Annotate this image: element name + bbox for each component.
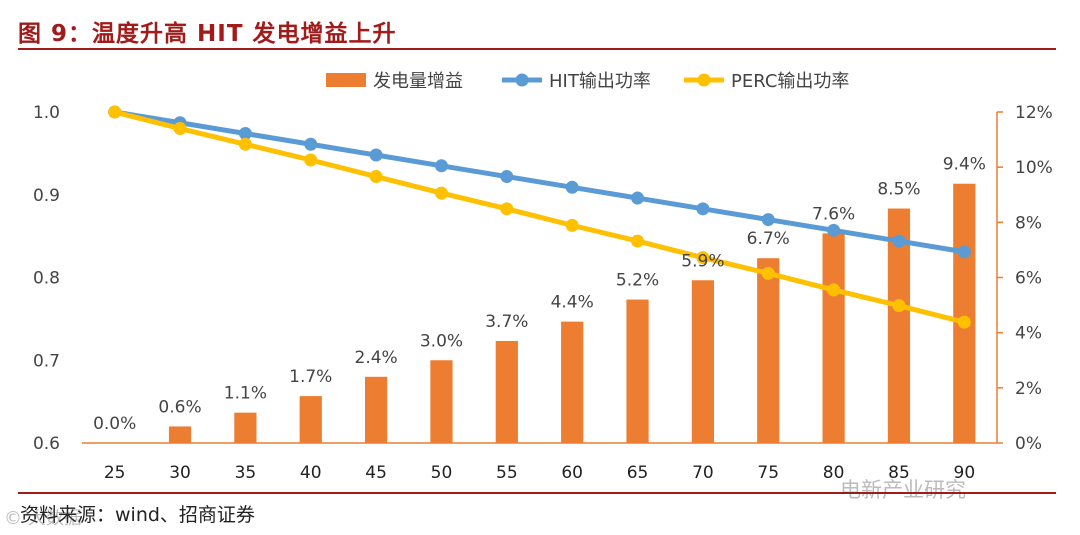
hit-line bbox=[112, 109, 967, 255]
hit-point bbox=[369, 148, 383, 162]
hit-point bbox=[238, 127, 252, 141]
x-tick-label: 75 bbox=[757, 463, 779, 483]
bar-gain bbox=[822, 233, 845, 443]
y-right-tick-label: 8% bbox=[1015, 213, 1042, 233]
legend-hit-marker bbox=[515, 73, 529, 87]
bar-data-label: 5.2% bbox=[616, 271, 659, 291]
x-tick-label: 55 bbox=[496, 463, 518, 483]
perc-point bbox=[304, 153, 318, 167]
bar-gain bbox=[168, 426, 192, 443]
watermark-right: 电新产业研究 bbox=[840, 478, 966, 502]
bar-gain bbox=[299, 396, 322, 443]
bar-data-label: 2.4% bbox=[355, 348, 398, 368]
x-tick-label: 70 bbox=[692, 463, 714, 483]
perc-point bbox=[761, 266, 775, 280]
y-right-tick-label: 2% bbox=[1015, 379, 1042, 399]
bar-gain bbox=[887, 208, 911, 443]
source-rule bbox=[18, 492, 1056, 494]
watermark-left: © 大数据 bbox=[4, 508, 82, 529]
x-tick-label: 80 bbox=[823, 463, 845, 483]
perc-line bbox=[112, 109, 967, 325]
perc-point bbox=[957, 315, 971, 329]
bar-gain bbox=[953, 183, 976, 443]
perc-point bbox=[500, 202, 514, 216]
y-left-tick-label: 0.6 bbox=[33, 434, 60, 454]
hit-point bbox=[631, 191, 645, 205]
hit-point bbox=[500, 170, 514, 184]
hit-point bbox=[892, 234, 906, 248]
x-tick-label: 35 bbox=[235, 463, 257, 483]
perc-point bbox=[631, 234, 645, 248]
y-left-tick-label: 0.9 bbox=[33, 186, 60, 206]
bar-data-label: 0.0% bbox=[93, 414, 136, 434]
perc-point bbox=[434, 186, 448, 200]
x-tick-label: 50 bbox=[431, 463, 453, 483]
y-right-tick-label: 6% bbox=[1015, 269, 1042, 289]
perc-point bbox=[108, 105, 122, 119]
bar-data-label: 4.4% bbox=[551, 293, 594, 313]
bar-data-label: 5.9% bbox=[681, 251, 724, 271]
bar-data-label: 7.6% bbox=[812, 204, 855, 224]
hit-point bbox=[761, 213, 775, 227]
bar-data-label: 1.1% bbox=[224, 384, 267, 404]
y-left-tick-label: 1.0 bbox=[33, 103, 60, 123]
bar-data-label: 3.7% bbox=[485, 312, 528, 332]
y-right-tick-label: 12% bbox=[1015, 103, 1053, 123]
perc-point bbox=[238, 137, 252, 151]
bar-data-label: 0.6% bbox=[158, 397, 201, 417]
legend-perc-marker bbox=[697, 73, 711, 87]
bar-gain bbox=[691, 280, 715, 443]
hit-point bbox=[696, 202, 710, 216]
hit-point bbox=[434, 159, 448, 173]
bar-data-label: 9.4% bbox=[943, 155, 986, 175]
hit-point bbox=[957, 245, 971, 259]
legend-hit-label: HIT输出功率 bbox=[549, 71, 651, 92]
x-tick-label: 85 bbox=[888, 463, 910, 483]
bar-data-label: 8.5% bbox=[877, 180, 920, 200]
bar-data-label: 6.7% bbox=[747, 229, 790, 249]
hit-point bbox=[565, 180, 579, 194]
x-tick-label: 40 bbox=[300, 463, 322, 483]
bar-gain bbox=[364, 376, 388, 443]
bar-gain bbox=[626, 299, 649, 443]
bar-data-label: 1.7% bbox=[289, 367, 332, 387]
y-right-tick-label: 0% bbox=[1015, 434, 1042, 454]
perc-point bbox=[173, 122, 187, 136]
bar-gain bbox=[430, 360, 453, 443]
legend-gain-swatch bbox=[326, 73, 366, 87]
figure-title: 图 9：温度升高 HIT 发电增益上升 bbox=[18, 21, 397, 47]
title-rule bbox=[18, 48, 1056, 50]
source-note: 资料来源：wind、招商证券 bbox=[20, 504, 255, 526]
perc-point bbox=[892, 299, 906, 313]
bar-gain bbox=[561, 321, 584, 443]
y-left-tick-label: 0.8 bbox=[33, 269, 60, 289]
perc-point bbox=[369, 170, 383, 184]
bar-gain bbox=[234, 412, 257, 443]
x-tick-label: 45 bbox=[365, 463, 387, 483]
bar-gain bbox=[495, 340, 518, 443]
hit-point bbox=[827, 223, 841, 237]
y-right-tick-label: 4% bbox=[1015, 324, 1042, 344]
x-tick-label: 65 bbox=[627, 463, 649, 483]
legend-gain-label: 发电量增益 bbox=[373, 71, 463, 92]
x-tick-label: 90 bbox=[954, 463, 976, 483]
x-tick-label: 30 bbox=[169, 463, 191, 483]
perc-point bbox=[696, 251, 710, 265]
y-right-tick-label: 10% bbox=[1015, 158, 1053, 178]
legend-perc-label: PERC输出功率 bbox=[731, 71, 849, 92]
hit-point bbox=[304, 137, 318, 151]
bar-gain bbox=[757, 258, 780, 443]
y-left-tick-label: 0.7 bbox=[33, 351, 60, 371]
perc-point bbox=[565, 218, 579, 232]
bar-data-label: 3.0% bbox=[420, 331, 463, 351]
x-tick-label: 60 bbox=[561, 463, 583, 483]
perc-point bbox=[827, 283, 841, 297]
x-tick-label: 25 bbox=[104, 463, 126, 483]
